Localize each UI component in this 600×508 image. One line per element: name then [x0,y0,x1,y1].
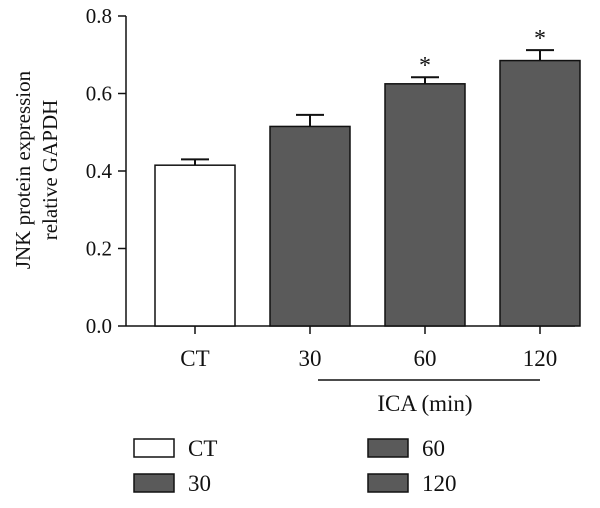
legend-swatch [367,438,409,458]
x-tick-label: 120 [523,346,558,371]
legend-label: 30 [188,471,211,496]
x-tick-label: 60 [414,346,437,371]
bar-60 [384,83,466,327]
significance-star: * [534,26,546,52]
y-tick-label: 0.6 [86,82,112,106]
significance-star: * [419,53,431,79]
x-axis: CT 30 60 120 [126,325,575,371]
legend-swatch [367,473,409,493]
y-tick-label: 0.2 [86,237,112,261]
x-tick-label: CT [180,346,209,371]
group-label: ICA (min) [377,391,472,416]
bar-120 [499,59,581,327]
bars: ** [154,26,581,327]
legend: CT 30 60 120 [133,436,457,496]
legend-swatch [133,438,175,458]
legend-swatch [133,473,175,493]
x-tick-label: 30 [299,346,322,371]
bar-CT [154,164,236,327]
y-tick-label: 0.0 [86,314,112,338]
y-tick-label: 0.4 [86,159,113,183]
y-axis-title-line: JNK protein expression [11,70,35,269]
y-axis: 0.0 0.2 0.4 0.6 0.8 [86,4,127,338]
legend-label: 60 [422,436,445,461]
y-axis-title-line: relative GAPDH [38,100,62,241]
legend-label: 120 [422,471,457,496]
y-tick-label: 0.8 [86,4,112,28]
legend-label: CT [188,436,217,461]
ica-group-annotation: ICA (min) [318,379,540,416]
y-axis-label: JNK protein expression relative GAPDH [11,70,62,269]
bar-30 [269,125,351,327]
